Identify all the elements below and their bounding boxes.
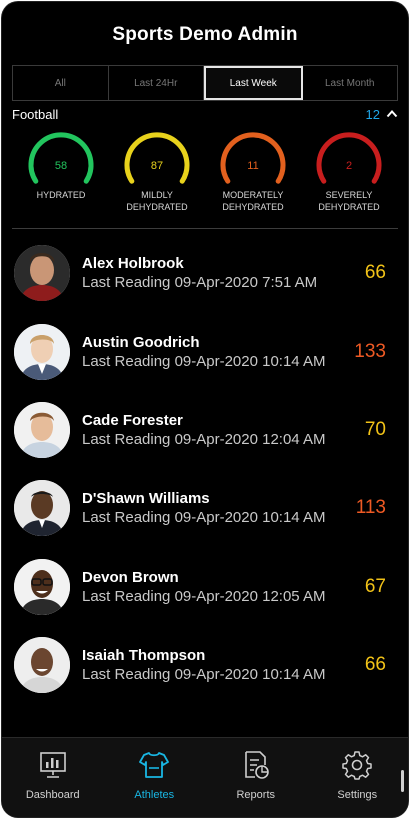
athlete-row[interactable]: Cade Forester Last Reading 09-Apr-2020 1… [2, 391, 408, 469]
app-title: Sports Demo Admin [112, 24, 298, 45]
hydration-value: 70 [364, 418, 386, 440]
hydration-value: 66 [364, 262, 386, 284]
gauge-value: 58 [55, 160, 67, 172]
gauge-arc: 2 [316, 132, 382, 184]
gauge-label-line1: HYDRATED [36, 190, 86, 200]
gauge-fill [316, 132, 382, 184]
nav-label-reports: Reports [236, 789, 276, 801]
hydration-gauges: 58 HYDRATED 87 MILDLY DEHYDRATED 11 MODERATE… [16, 129, 394, 221]
athlete-name: Isaiah Thompson [82, 647, 206, 665]
gauge-label-line2: DEHYDRATED [222, 202, 284, 212]
bottom-navigation: Dashboard Athletes Reports Se [2, 737, 408, 817]
athlete-row[interactable]: Devon Brown Last Reading 09-Apr-2020 12:… [2, 548, 408, 626]
gauge-hydrated[interactable]: 58 HYDRATED [16, 129, 106, 221]
gauge-fill [220, 132, 286, 184]
sport-section-header[interactable]: Football 12 [12, 105, 398, 123]
avatar [14, 323, 70, 380]
avatar [14, 245, 70, 302]
athlete-row[interactable]: D'Shawn Williams Last Reading 09-Apr-202… [2, 469, 408, 547]
hydration-value: 67 [364, 575, 386, 597]
gauge-label: MODERATELY DEHYDRATED [222, 189, 283, 213]
gauge-value: 87 [151, 160, 163, 172]
scrollbar[interactable] [401, 770, 404, 792]
athlete-name: Devon Brown [82, 568, 179, 586]
athlete-count: 12 [365, 106, 380, 122]
divider [12, 228, 398, 229]
gauge-value: 11 [247, 160, 258, 172]
last-reading: Last Reading 09-Apr-2020 10:14 AM [82, 666, 326, 684]
phone-screen: Sports Demo Admin All Last 24Hr Last Wee… [2, 2, 408, 817]
gauge-label-line2: DEHYDRATED [318, 202, 380, 212]
avatar [14, 558, 70, 615]
reports-icon [244, 751, 269, 779]
gauge-arc: 11 [220, 132, 286, 184]
gauge-label: SEVERELY DEHYDRATED [318, 189, 379, 213]
gauge-arc: 58 [28, 132, 94, 184]
nav-label-athletes: Athletes [134, 789, 175, 801]
tab-last-month[interactable]: Last Month [325, 77, 375, 89]
athlete-name: Cade Forester [82, 411, 183, 429]
last-reading: Last Reading 09-Apr-2020 10:14 AM [82, 509, 326, 527]
avatar [14, 401, 70, 458]
gauge-mildly-dehydrated[interactable]: 87 MILDLY DEHYDRATED [112, 129, 202, 221]
last-reading: Last Reading 09-Apr-2020 12:04 AM [82, 430, 326, 448]
gauge-label: HYDRATED [37, 189, 86, 201]
athlete-list: Alex Holbrook Last Reading 09-Apr-2020 7… [2, 234, 408, 704]
nav-label-settings: Settings [337, 789, 378, 801]
hydration-value: 66 [364, 654, 386, 676]
athlete-name: Alex Holbrook [82, 255, 184, 273]
last-reading: Last Reading 09-Apr-2020 10:14 AM [82, 352, 326, 370]
tab-last-24hr[interactable]: Last 24Hr [109, 66, 204, 100]
nav-athletes[interactable]: Athletes [104, 738, 206, 817]
gauge-fill [124, 132, 190, 184]
nav-reports[interactable]: Reports [205, 738, 307, 817]
dashboard-icon [39, 752, 66, 778]
jersey-icon [139, 752, 170, 778]
last-reading: Last Reading 09-Apr-2020 7:51 AM [82, 274, 318, 292]
hydration-value: 113 [355, 497, 386, 519]
avatar [14, 480, 70, 537]
time-filter-tabs: All Last 24Hr Last Week Last Month [12, 65, 398, 101]
chevron-up-icon[interactable] [386, 108, 398, 120]
athlete-name: D'Shawn Williams [82, 490, 210, 508]
athlete-row[interactable]: Austin Goodrich Last Reading 09-Apr-2020… [2, 312, 408, 390]
nav-label-dashboard: Dashboard [25, 789, 80, 801]
last-reading: Last Reading 09-Apr-2020 12:05 AM [82, 587, 326, 605]
gauge-severely-dehydrated[interactable]: 2 SEVERELY DEHYDRATED [304, 129, 394, 221]
athlete-row[interactable]: Alex Holbrook Last Reading 09-Apr-2020 7… [2, 234, 408, 312]
gauge-label-line1: MODERATELY [222, 190, 284, 200]
athlete-row[interactable]: Isaiah Thompson Last Reading 09-Apr-2020… [2, 626, 408, 704]
nav-dashboard[interactable]: Dashboard [2, 738, 104, 817]
avatar [14, 637, 70, 694]
gauge-label-line2: DEHYDRATED [126, 202, 188, 212]
gauge-moderately-dehydrated[interactable]: 11 MODERATELY DEHYDRATED [208, 129, 298, 221]
gauge-label: MILDLY DEHYDRATED [126, 189, 187, 213]
gauge-label-line1: MILDLY [141, 190, 173, 200]
athlete-name: Austin Goodrich [82, 333, 200, 351]
gauge-label-line1: SEVERELY [325, 190, 373, 200]
tab-last-week[interactable]: Last Week [204, 66, 303, 100]
tab-all[interactable]: All [13, 66, 109, 100]
gauge-fill [28, 132, 94, 184]
gauge-arc: 87 [124, 132, 190, 184]
gear-icon [342, 751, 372, 780]
hydration-value: 133 [354, 340, 386, 362]
nav-settings[interactable]: Settings [307, 738, 409, 817]
section-title: Football [12, 106, 59, 122]
gauge-value: 2 [346, 160, 352, 172]
